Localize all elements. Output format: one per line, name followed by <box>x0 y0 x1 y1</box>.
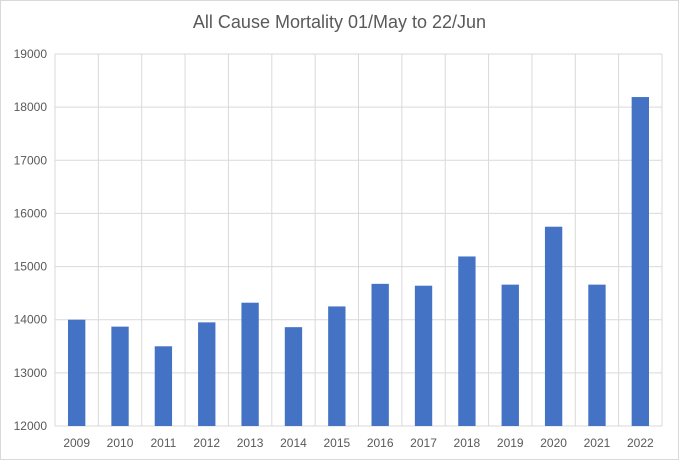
x-tick-label: 2011 <box>150 436 176 450</box>
bar-2013 <box>241 302 259 426</box>
y-tick-label: 15000 <box>14 260 48 274</box>
y-tick-label: 12000 <box>14 419 48 433</box>
bar-2014 <box>284 327 303 426</box>
bar-2020 <box>544 226 563 426</box>
bar-2018 <box>458 256 476 426</box>
x-tick-label: 2021 <box>584 436 611 450</box>
bar-2016 <box>371 283 389 426</box>
chart-title: All Cause Mortality 01/May to 22/Jun <box>192 12 487 32</box>
x-tick-label: 2009 <box>63 436 90 450</box>
bar-2017 <box>414 285 433 426</box>
x-tick-label: 2015 <box>323 436 350 450</box>
bar-2010 <box>111 326 129 426</box>
x-tick-label: 2014 <box>280 436 307 450</box>
bar-2011 <box>154 346 173 426</box>
bar-2019 <box>501 284 519 426</box>
bar-2009 <box>68 319 86 426</box>
bar-2022 <box>631 97 649 426</box>
x-tick-label: 2019 <box>497 436 524 450</box>
y-tick-label: 14000 <box>14 313 48 327</box>
x-tick-label: 2022 <box>627 436 654 450</box>
x-tick-label: 2016 <box>367 436 394 450</box>
x-tick-label: 2012 <box>193 436 220 450</box>
y-tick-label: 13000 <box>14 366 48 380</box>
y-tick-label: 17000 <box>14 153 48 167</box>
bar-2015 <box>328 306 346 426</box>
x-tick-label: 2010 <box>107 436 134 450</box>
x-tick-label: 2018 <box>454 436 481 450</box>
bar-2012 <box>198 322 216 426</box>
bar-2021 <box>588 284 606 426</box>
x-tick-label: 2013 <box>237 436 264 450</box>
x-tick-label: 2020 <box>540 436 567 450</box>
y-tick-label: 19000 <box>14 47 48 61</box>
x-tick-label: 2017 <box>410 436 437 450</box>
y-tick-label: 16000 <box>14 206 48 220</box>
y-tick-label: 18000 <box>14 100 48 114</box>
